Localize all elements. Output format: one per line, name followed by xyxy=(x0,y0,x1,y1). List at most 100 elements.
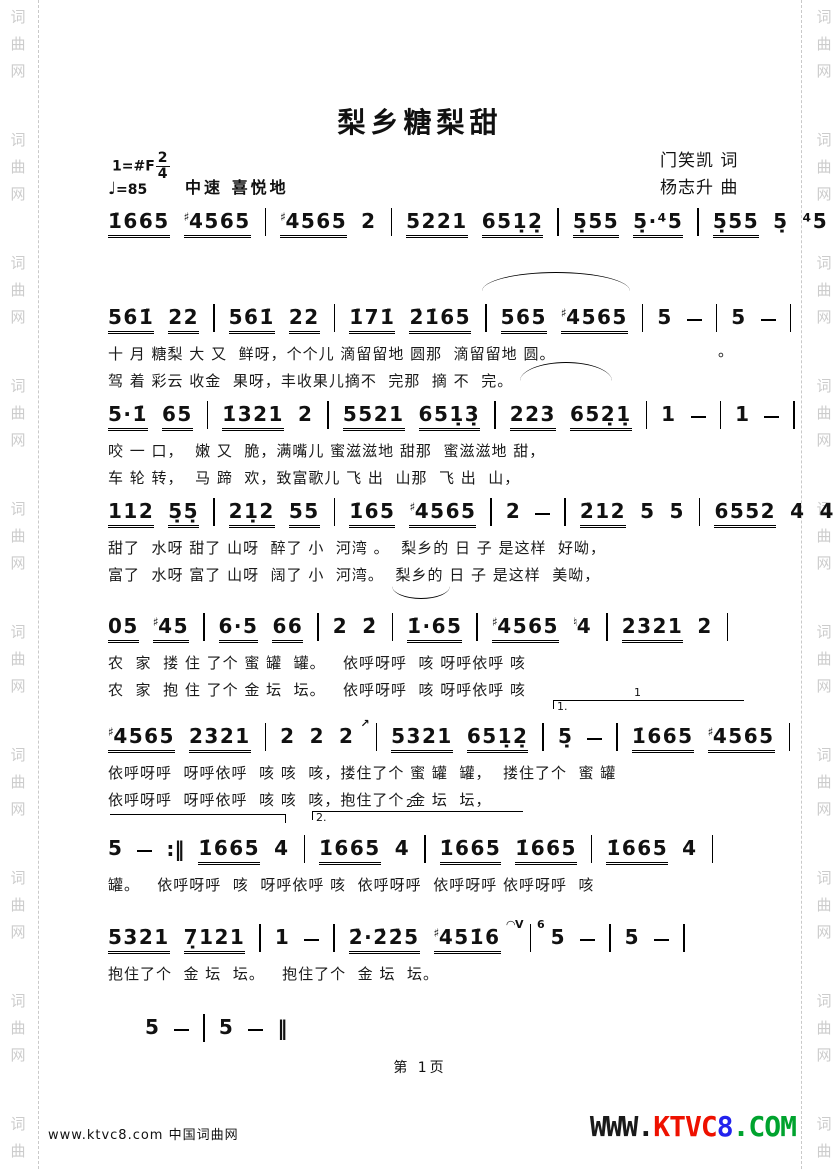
lyrics-line: 咬 一 口， 嫩 又 脆，满嘴儿 蜜滋滋地 甜那 蜜滋滋地 甜， xyxy=(108,442,546,460)
note-group: 2̇1̇65 xyxy=(409,305,472,334)
note-group: 652̣1̣ xyxy=(569,402,632,431)
side-watermark-char: 曲 xyxy=(10,158,26,176)
note-group: 2 xyxy=(332,614,349,638)
note-group: 2 xyxy=(505,499,522,523)
tempo-expression: 中速 喜悦地 xyxy=(185,178,289,197)
duration-dash xyxy=(587,737,603,740)
side-watermark-char: 曲 xyxy=(816,281,832,299)
side-watermark-char: 词 xyxy=(816,992,832,1010)
note-group: 4 xyxy=(394,836,411,860)
barline xyxy=(788,723,791,751)
music-system: 56̇1̇ 22 56̇1̇ 22 1̇71̇ 2̇1̇65 565 ♯4565 5 5 十 月 糖… xyxy=(108,298,792,394)
note-group: 5321 xyxy=(391,724,453,753)
side-watermark-text: 词曲网 xyxy=(816,250,831,331)
duration-dash xyxy=(137,849,153,852)
note-group: 2 xyxy=(361,209,377,233)
note-group: ♯4565 xyxy=(183,209,251,238)
side-watermark-text: 词曲网 xyxy=(816,373,831,454)
note-group: 5 xyxy=(145,1015,161,1039)
footer-site-link[interactable]: www.ktvc8.com 中国词曲网 xyxy=(48,1128,239,1143)
tempo-bpm: =85 xyxy=(116,182,148,198)
note-group: 1̇71̇ xyxy=(349,305,396,334)
music-system: 1̇665 ♯4565 ♯4565 2 5221 651̣2̣ 5̣55 5̣·⁴5 5̣55 5… xyxy=(108,202,840,238)
side-watermark-char: 词 xyxy=(816,8,832,26)
side-watermark-char: 曲 xyxy=(10,896,26,914)
side-watermark-text: 词曲网 xyxy=(10,742,25,823)
music-system: 5 5 ‖ xyxy=(145,1008,287,1044)
side-watermark-text: 词曲网 xyxy=(10,619,25,700)
note-group: 5 xyxy=(731,305,747,329)
accidental: ♯ xyxy=(409,500,417,514)
side-watermark-char: 曲 xyxy=(816,1019,832,1037)
barline xyxy=(641,304,644,332)
logo-segment: WWW. xyxy=(589,1110,654,1143)
barline xyxy=(303,835,306,863)
barline xyxy=(490,498,492,526)
note-group: 651̣2̣ xyxy=(466,724,529,753)
note-group: 2321 xyxy=(188,724,251,753)
note-group: 1̇665 xyxy=(108,209,170,238)
duration-dash xyxy=(580,938,596,941)
stray-period-mark: 。 xyxy=(718,342,734,360)
note-group: ♯4565 xyxy=(280,209,348,238)
note-group: 56̇1̇ xyxy=(108,305,155,334)
accidental: ♯ xyxy=(152,615,161,629)
barline xyxy=(789,304,792,332)
side-watermark-char: 网 xyxy=(10,800,26,818)
side-watermark-char: 词 xyxy=(10,1115,26,1133)
lyrics-line: 农 家 搂 住 了个 蜜 罐 罐。 依呼呀呼 咳 呀呼依呼 咳 xyxy=(108,654,527,672)
notes-line: 5 5 ‖ xyxy=(145,1008,287,1044)
duration-dash xyxy=(654,938,669,941)
note-group: 5321 xyxy=(108,925,170,954)
side-watermark-char: 网 xyxy=(10,185,26,203)
note-group: 5̣ xyxy=(773,209,789,233)
first-ending-continuation-bracket xyxy=(110,814,286,823)
note-group: 5 xyxy=(640,499,656,523)
notes-line: 5·1̇ 65 1̇321 2 5521 651̣3̣ 223 652̣1̣ 1 1 xyxy=(108,395,795,431)
barline xyxy=(206,401,209,429)
duration-dash xyxy=(535,512,551,515)
side-watermark-char: 曲 xyxy=(816,1142,832,1160)
barline xyxy=(645,401,648,429)
repeat-barline: ‖ xyxy=(277,1016,288,1040)
side-watermark-char: 词 xyxy=(816,623,832,641)
ktvc8-logo-link[interactable]: WWW.KTVC8.COM xyxy=(589,1110,797,1143)
barline xyxy=(213,304,215,332)
second-ending-number: 2 xyxy=(406,797,413,810)
side-watermark-text: 词曲网 xyxy=(10,4,25,85)
barline xyxy=(542,723,544,751)
side-watermark-char: 曲 xyxy=(10,1019,26,1037)
tempo-marking: ♩=85 xyxy=(108,179,147,199)
note-group: 1̇665 xyxy=(606,836,669,865)
repeat-barline: :‖ xyxy=(166,837,185,861)
music-system: 5321 7̣121 1 2̇·2̇2̇5 ♯451̇6 ◠V 6 5 5 抱住了个 金 坛 坛。… xyxy=(108,918,685,987)
side-watermark-text: 词曲网 xyxy=(10,865,25,946)
time-signature-numerator: 2 xyxy=(155,150,170,168)
note-group: 05 xyxy=(108,614,139,643)
barline xyxy=(203,613,205,641)
side-watermark-char: 网 xyxy=(10,1046,26,1064)
duration-dash xyxy=(248,1028,264,1031)
note-group: 5̣55 xyxy=(712,209,760,238)
barline xyxy=(793,401,795,429)
note-group: 1̇·65 xyxy=(407,614,463,643)
ornament-mark: ↗ xyxy=(360,717,370,730)
side-watermark-char: 曲 xyxy=(10,650,26,668)
side-watermark-char: 词 xyxy=(10,500,26,518)
barline xyxy=(697,208,699,236)
barline xyxy=(476,613,478,641)
note-group: 2 xyxy=(339,724,355,748)
accidental: ♯ xyxy=(108,725,116,739)
side-watermark-text: 词曲网 xyxy=(10,1111,25,1169)
side-watermark-text: 词曲网 xyxy=(816,496,831,577)
note-group: 6·5 xyxy=(218,614,259,643)
note-group: 2̇·2̇2̇5 xyxy=(348,925,420,954)
logo-segment: KTVC xyxy=(653,1110,717,1143)
side-watermark-char: 词 xyxy=(10,623,26,641)
side-watermark-text: 词曲网 xyxy=(816,619,831,700)
accidental: ♯ xyxy=(280,210,288,224)
slur-arc xyxy=(520,362,612,381)
barline xyxy=(424,835,426,863)
side-watermark-text: 词曲网 xyxy=(10,496,25,577)
left-side-watermark: 词曲网词曲网词曲网词曲网词曲网词曲网词曲网词曲网词曲网词曲网 xyxy=(2,4,34,1169)
